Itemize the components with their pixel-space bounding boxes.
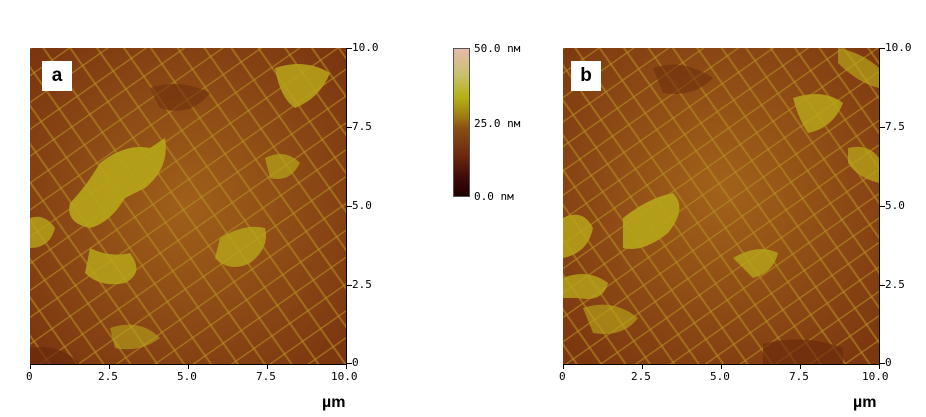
- x-tick-b-3: [800, 364, 801, 369]
- x-tick-label-b-4: 10.0: [862, 370, 889, 383]
- x-tick-a-1: [109, 364, 110, 369]
- panel-label-a: a: [42, 61, 72, 91]
- x-tick-label-b-0: 0: [559, 370, 566, 383]
- x-tick-label-a-3: 7.5: [256, 370, 276, 383]
- x-tick-label-a-4: 10.0: [331, 370, 358, 383]
- x-tick-a-4: [346, 364, 347, 369]
- x-tick-b-2: [721, 364, 722, 369]
- panel-label-b: b: [571, 61, 601, 91]
- height-colorbar: [453, 48, 470, 197]
- y-tick-label-a-4: 0: [352, 356, 359, 369]
- x-tick-label-b-1: 2.5: [631, 370, 651, 383]
- afm-image-b: [563, 48, 879, 364]
- y-tick-label-b-2: 5.0: [885, 199, 905, 212]
- colorbar-mid-label: 25.0 nм: [474, 117, 521, 130]
- x-unit-label-b: µm: [853, 394, 877, 411]
- x-tick-label-b-2: 5.0: [710, 370, 730, 383]
- y-tick-a-1: [346, 127, 352, 128]
- colorbar-max-label: 50.0 nм: [474, 42, 521, 55]
- y-tick-b-1: [879, 127, 885, 128]
- x-tick-label-a-2: 5.0: [177, 370, 197, 383]
- y-tick-a-2: [346, 206, 352, 207]
- x-tick-a-3: [267, 364, 268, 369]
- x-tick-label-b-3: 7.5: [789, 370, 809, 383]
- y-tick-a-4: [346, 363, 352, 364]
- x-tick-label-a-0: 0: [26, 370, 33, 383]
- x-tick-b-0: [563, 364, 564, 369]
- x-tick-a-2: [188, 364, 189, 369]
- y-tick-a-0: [346, 48, 352, 49]
- afm-image-a: [30, 48, 346, 364]
- colorbar-min-label: 0.0 nм: [474, 190, 514, 203]
- x-tick-label-a-1: 2.5: [98, 370, 118, 383]
- y-tick-label-b-4: 0: [885, 356, 892, 369]
- x-unit-label-a: µm: [322, 394, 346, 411]
- y-tick-label-a-0: 10.0: [352, 41, 379, 54]
- y-tick-label-b-3: 2.5: [885, 278, 905, 291]
- y-tick-label-b-1: 7.5: [885, 120, 905, 133]
- x-tick-a-0: [30, 364, 31, 369]
- y-tick-a-3: [346, 285, 352, 286]
- x-tick-b-1: [642, 364, 643, 369]
- y-tick-label-a-2: 5.0: [352, 199, 372, 212]
- y-tick-b-0: [879, 48, 885, 49]
- afm-topography-b: [563, 48, 879, 364]
- y-tick-b-2: [879, 206, 885, 207]
- x-tick-b-4: [879, 364, 880, 369]
- y-tick-b-3: [879, 285, 885, 286]
- afm-topography-a: [30, 48, 346, 364]
- y-tick-label-a-1: 7.5: [352, 120, 372, 133]
- y-tick-b-4: [879, 363, 885, 364]
- y-tick-label-a-3: 2.5: [352, 278, 372, 291]
- y-tick-label-b-0: 10.0: [885, 41, 912, 54]
